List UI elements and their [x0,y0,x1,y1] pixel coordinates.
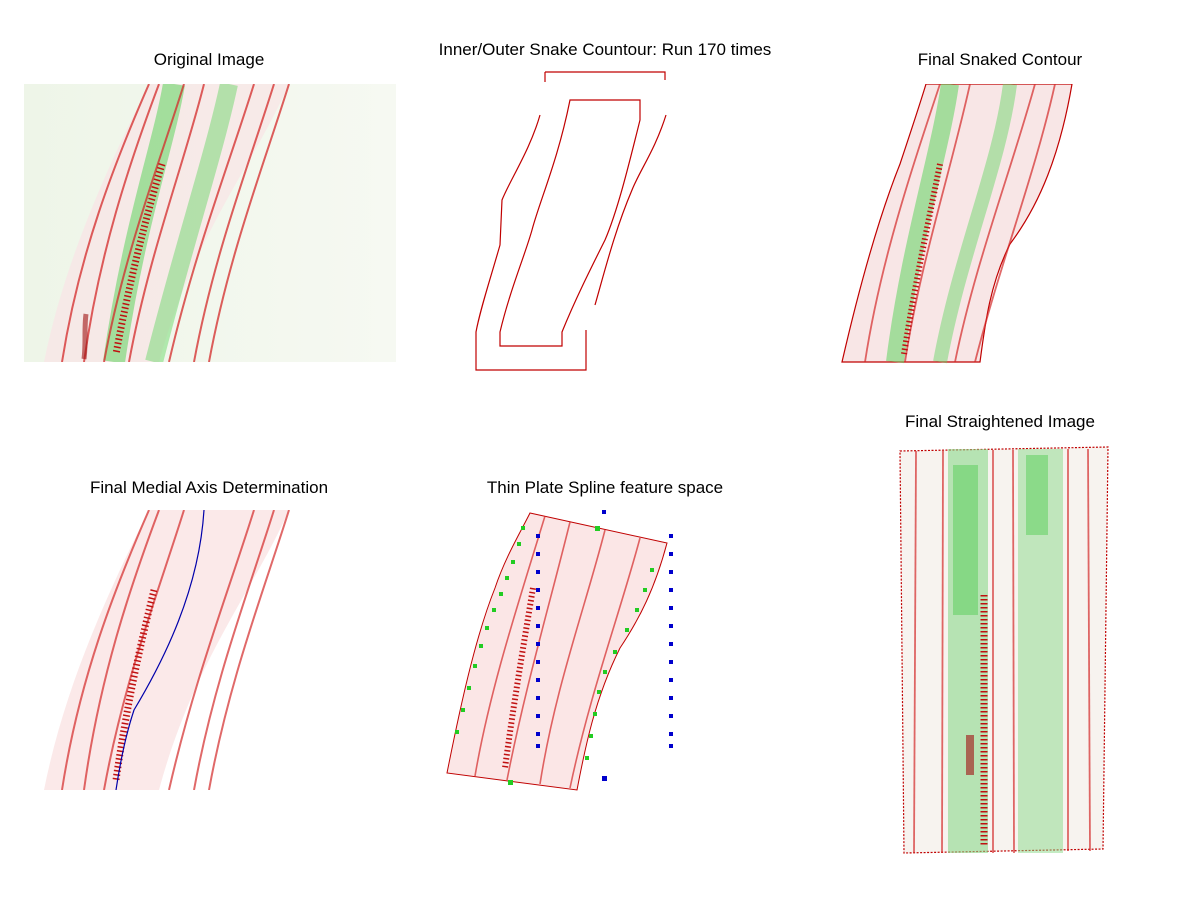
inner-snake-contour [499,99,641,347]
final-snaked-micrograph [841,84,1073,364]
title-straightened-image: Final Straightened Image [905,412,1095,431]
tps-target-landmarks [536,510,673,781]
title-original-image: Original Image [153,50,265,69]
panel-tps-feature-space [445,508,685,793]
title-tps-feature-space: Thin Plate Spline feature space [486,478,724,497]
title-snake-contour: Inner/Outer Snake Countour: Run 170 time… [438,40,772,59]
medial-axis-micrograph [24,510,396,790]
outer-snake-contour [545,71,666,80]
straightened-micrograph [899,446,1109,854]
medial-axis-line [115,510,205,790]
panel-straightened-image [898,445,1110,855]
panel-snake-contour [470,70,670,375]
tps-source-landmarks [455,526,654,785]
tps-feature-space-plot [446,510,673,791]
panel-original-image [24,84,396,362]
title-medial-axis: Final Medial Axis Determination [89,478,329,497]
title-final-snaked-contour: Final Snaked Contour [917,50,1083,69]
panel-final-snaked-contour [840,84,1076,364]
snake-contour-plot [475,71,667,371]
original-image-micrograph [24,84,396,362]
panel-medial-axis [24,510,396,790]
